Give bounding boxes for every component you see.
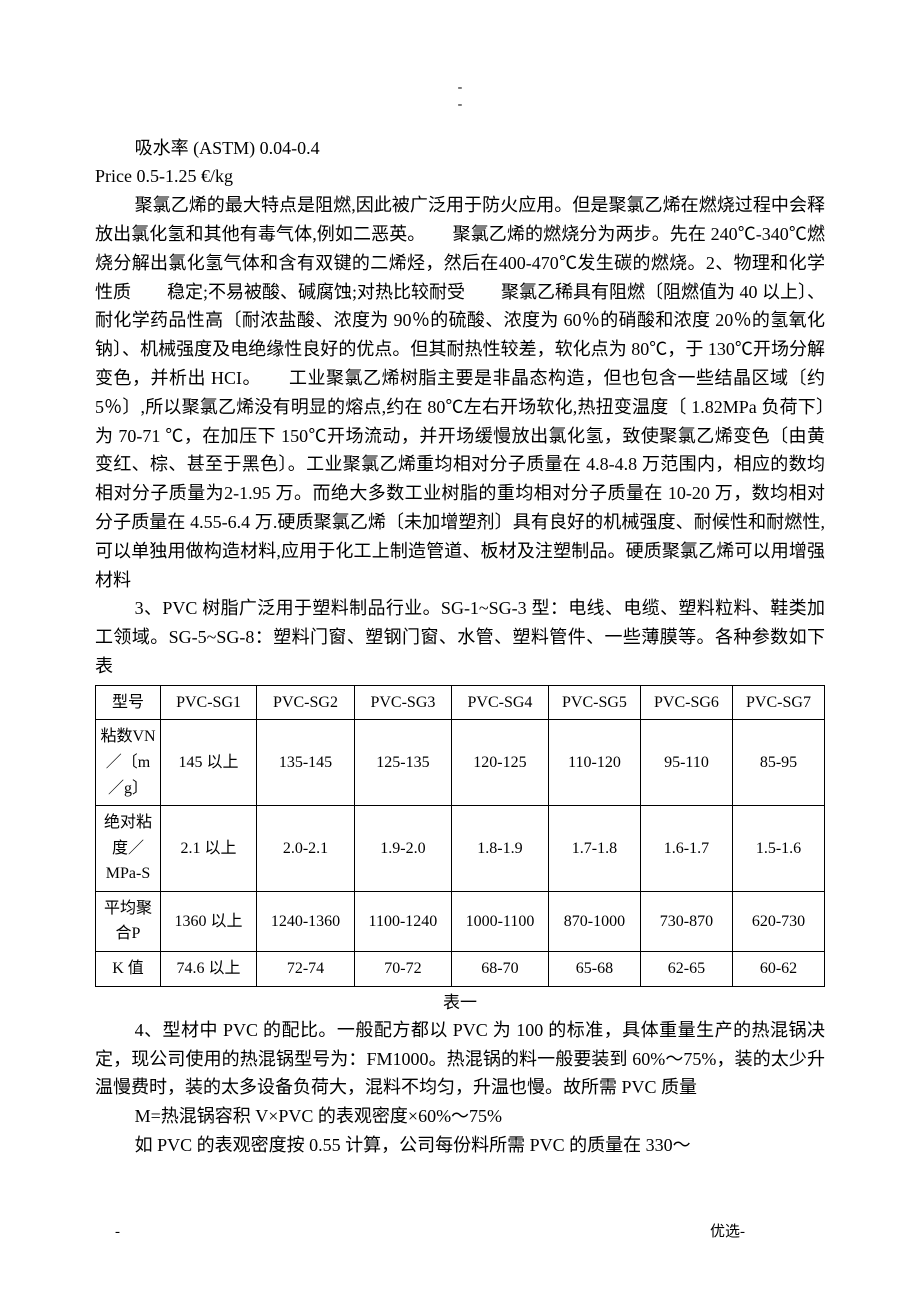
table-caption: 表一 (95, 989, 825, 1016)
cell: 65-68 (548, 952, 640, 987)
cell: 1.9-2.0 (354, 806, 451, 892)
table-row: K 值 74.6 以上 72-74 70-72 68-70 65-68 62-6… (96, 952, 825, 987)
cell: 68-70 (451, 952, 548, 987)
cell: 1240-1360 (257, 891, 355, 951)
cell: 620-730 (732, 891, 824, 951)
col-header-5: PVC-SG5 (548, 685, 640, 720)
paragraph-1: 聚氯乙烯的最大特点是阻燃,因此被广泛用于防火应用。但是聚氯乙烯在燃烧过程中会释放… (95, 191, 825, 594)
cell: 62-65 (640, 952, 732, 987)
cell: 60-62 (732, 952, 824, 987)
paragraph-5: 如 PVC 的表观密度按 0.55 计算，公司每份料所需 PVC 的质量在 33… (95, 1131, 825, 1160)
row-label: 粘数VN／〔m／g〕 (96, 720, 161, 806)
col-header-2: PVC-SG2 (257, 685, 355, 720)
document-page: - - 吸水率 (ASTM) 0.04-0.4 Price 0.5-1.25 €… (0, 0, 920, 1304)
line-absorption: 吸水率 (ASTM) 0.04-0.4 (95, 134, 825, 163)
cell: 72-74 (257, 952, 355, 987)
cell: 70-72 (354, 952, 451, 987)
cell: 730-870 (640, 891, 732, 951)
cell: 1.6-1.7 (640, 806, 732, 892)
header-mark-a: - (95, 80, 825, 97)
cell: 870-1000 (548, 891, 640, 951)
cell: 74.6 以上 (161, 952, 257, 987)
cell: 95-110 (640, 720, 732, 806)
cell: 145 以上 (161, 720, 257, 806)
col-header-3: PVC-SG3 (354, 685, 451, 720)
row-label: K 值 (96, 952, 161, 987)
table-header-row: 型号 PVC-SG1 PVC-SG2 PVC-SG3 PVC-SG4 PVC-S… (96, 685, 825, 720)
cell: 85-95 (732, 720, 824, 806)
footer-right: 优选- (710, 1220, 825, 1244)
table-row: 平均聚合P 1360 以上 1240-1360 1100-1240 1000-1… (96, 891, 825, 951)
cell: 1.7-1.8 (548, 806, 640, 892)
cell: 1000-1100 (451, 891, 548, 951)
cell: 1100-1240 (354, 891, 451, 951)
cell: 1.8-1.9 (451, 806, 548, 892)
header-mark-b: - (95, 97, 825, 114)
col-header-1: PVC-SG1 (161, 685, 257, 720)
col-header-0: 型号 (96, 685, 161, 720)
paragraph-3: 4、型材中 PVC 的配比。一般配方都以 PVC 为 100 的标准，具体重量生… (95, 1016, 825, 1102)
table-row: 粘数VN／〔m／g〕 145 以上 135-145 125-135 120-12… (96, 720, 825, 806)
table-row: 绝对粘度／MPa-S 2.1 以上 2.0-2.1 1.9-2.0 1.8-1.… (96, 806, 825, 892)
cell: 2.0-2.1 (257, 806, 355, 892)
cell: 2.1 以上 (161, 806, 257, 892)
col-header-6: PVC-SG6 (640, 685, 732, 720)
col-header-7: PVC-SG7 (732, 685, 824, 720)
line-price: Price 0.5-1.25 €/kg (95, 162, 825, 191)
header-marks: - - (95, 80, 825, 114)
cell: 110-120 (548, 720, 640, 806)
cell: 135-145 (257, 720, 355, 806)
pvc-spec-table: 型号 PVC-SG1 PVC-SG2 PVC-SG3 PVC-SG4 PVC-S… (95, 685, 825, 987)
col-header-4: PVC-SG4 (451, 685, 548, 720)
cell: 125-135 (354, 720, 451, 806)
footer-left: - (95, 1220, 120, 1244)
page-footer: - 优选- (95, 1220, 825, 1244)
paragraph-2: 3、PVC 树脂广泛用于塑料制品行业。SG-1~SG-3 型：电线、电缆、塑料粒… (95, 594, 825, 680)
row-label: 平均聚合P (96, 891, 161, 951)
row-label: 绝对粘度／MPa-S (96, 806, 161, 892)
paragraph-4: M=热混锅容积 V×PVC 的表观密度×60%～75% (95, 1102, 825, 1131)
cell: 120-125 (451, 720, 548, 806)
cell: 1360 以上 (161, 891, 257, 951)
cell: 1.5-1.6 (732, 806, 824, 892)
